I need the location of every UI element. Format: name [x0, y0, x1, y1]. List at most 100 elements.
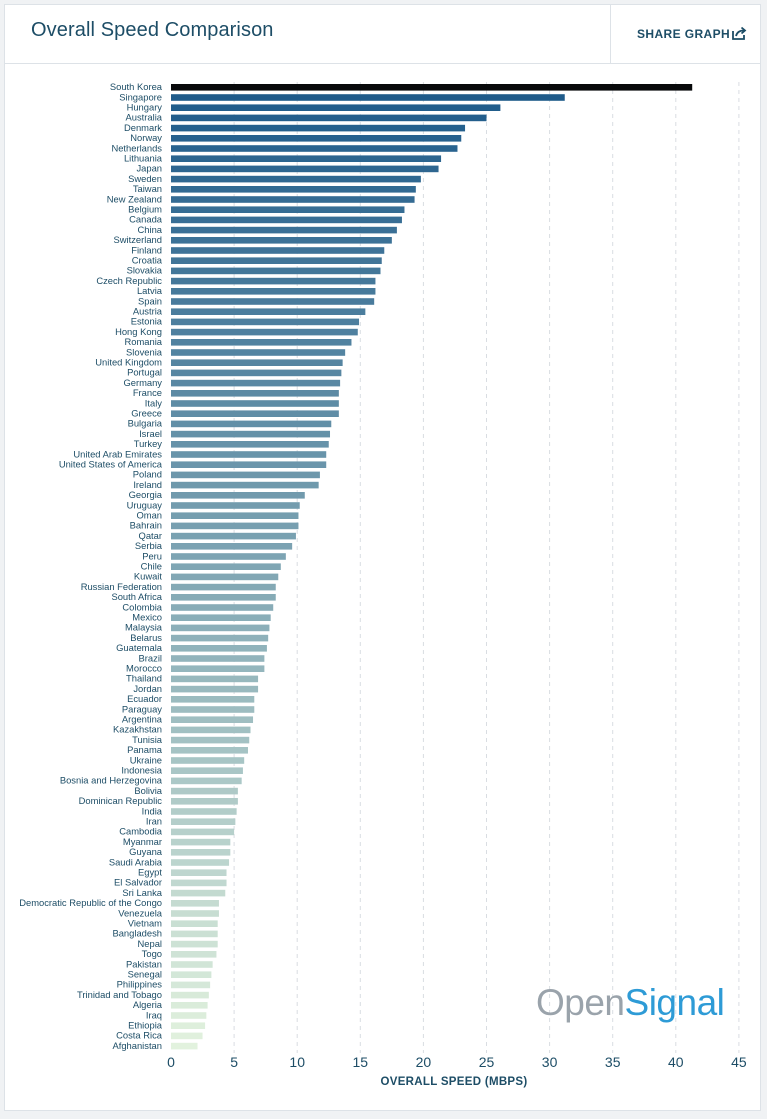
bar[interactable] — [171, 104, 501, 111]
bar[interactable] — [171, 165, 439, 173]
bar[interactable] — [171, 410, 339, 417]
bar[interactable] — [171, 971, 212, 978]
bar[interactable] — [171, 716, 254, 723]
bar[interactable] — [171, 696, 255, 703]
bar[interactable] — [171, 910, 219, 917]
bar[interactable] — [171, 94, 565, 101]
bar[interactable] — [171, 451, 327, 458]
bar[interactable] — [171, 583, 276, 591]
bar[interactable] — [171, 757, 245, 764]
bar[interactable] — [171, 1012, 207, 1019]
bar[interactable] — [171, 257, 382, 264]
bar[interactable] — [171, 1032, 203, 1040]
bar[interactable] — [171, 706, 255, 713]
bar[interactable] — [171, 981, 211, 989]
bar[interactable] — [171, 532, 296, 540]
bar[interactable] — [171, 247, 385, 254]
bar[interactable] — [171, 277, 376, 285]
bar[interactable] — [171, 798, 238, 805]
bar[interactable] — [171, 492, 305, 499]
bar[interactable] — [171, 226, 397, 234]
bar[interactable] — [171, 522, 299, 530]
bar[interactable] — [171, 879, 227, 887]
bar[interactable] — [171, 471, 320, 479]
bar[interactable] — [171, 920, 218, 927]
bar[interactable] — [171, 196, 415, 203]
bar[interactable] — [171, 665, 265, 672]
bar[interactable] — [171, 736, 250, 744]
bar[interactable] — [171, 645, 267, 652]
bar[interactable] — [171, 869, 227, 876]
bar[interactable] — [171, 563, 281, 570]
bar[interactable] — [171, 808, 237, 815]
bar[interactable] — [171, 726, 251, 734]
bar[interactable] — [171, 614, 271, 621]
bar[interactable] — [171, 145, 458, 152]
bar[interactable] — [171, 481, 319, 489]
bar[interactable] — [171, 747, 248, 754]
bar[interactable] — [171, 216, 402, 224]
bar[interactable] — [171, 573, 279, 581]
bar[interactable] — [171, 359, 343, 366]
bar[interactable] — [171, 940, 218, 948]
bar[interactable] — [171, 420, 332, 428]
bar[interactable] — [171, 1042, 198, 1050]
bar[interactable] — [171, 288, 376, 295]
bar[interactable] — [171, 675, 259, 683]
bar[interactable] — [171, 1022, 206, 1029]
category-label: Thailand — [126, 673, 162, 684]
bar[interactable] — [171, 1002, 208, 1009]
bar[interactable] — [171, 114, 487, 122]
bar[interactable] — [171, 155, 442, 162]
share-graph-button[interactable]: SHARE GRAPH — [610, 5, 761, 63]
bar[interactable] — [171, 84, 693, 91]
bar[interactable] — [171, 930, 218, 938]
bar[interactable] — [171, 818, 236, 825]
bar[interactable] — [171, 951, 217, 958]
bar[interactable] — [171, 859, 230, 866]
bar[interactable] — [171, 685, 259, 693]
bar[interactable] — [171, 991, 209, 999]
bar[interactable] — [171, 318, 360, 326]
bar[interactable] — [171, 543, 293, 550]
category-label: Brazil — [139, 652, 162, 663]
bar[interactable] — [171, 267, 381, 275]
category-label: Turkey — [134, 438, 163, 449]
bar[interactable] — [171, 430, 331, 438]
bar[interactable] — [171, 553, 286, 560]
bar[interactable] — [171, 655, 265, 662]
bar[interactable] — [171, 339, 352, 346]
bar[interactable] — [171, 379, 341, 387]
bar[interactable] — [171, 124, 466, 132]
bar[interactable] — [171, 390, 339, 397]
bar[interactable] — [171, 767, 243, 774]
bar[interactable] — [171, 135, 462, 142]
bar[interactable] — [171, 237, 392, 244]
bar[interactable] — [171, 604, 274, 611]
bar[interactable] — [171, 838, 231, 846]
bar[interactable] — [171, 175, 421, 183]
bar[interactable] — [171, 828, 235, 836]
bar[interactable] — [171, 512, 299, 519]
bar[interactable] — [171, 502, 300, 509]
bar[interactable] — [171, 298, 375, 305]
bar[interactable] — [171, 777, 242, 785]
bar[interactable] — [171, 308, 366, 315]
bar[interactable] — [171, 441, 329, 448]
bar[interactable] — [171, 961, 213, 968]
bar[interactable] — [171, 787, 238, 795]
bar[interactable] — [171, 369, 342, 377]
bar[interactable] — [171, 328, 358, 336]
bar[interactable] — [171, 349, 346, 356]
bar[interactable] — [171, 900, 219, 907]
bar[interactable] — [171, 889, 226, 897]
bar[interactable] — [171, 400, 339, 407]
bar[interactable] — [171, 186, 416, 193]
bar[interactable] — [171, 206, 405, 213]
category-label: Norway — [130, 132, 162, 143]
bar[interactable] — [171, 624, 270, 632]
bar[interactable] — [171, 849, 231, 856]
bar[interactable] — [171, 461, 327, 468]
bar[interactable] — [171, 594, 276, 601]
bar[interactable] — [171, 634, 269, 642]
